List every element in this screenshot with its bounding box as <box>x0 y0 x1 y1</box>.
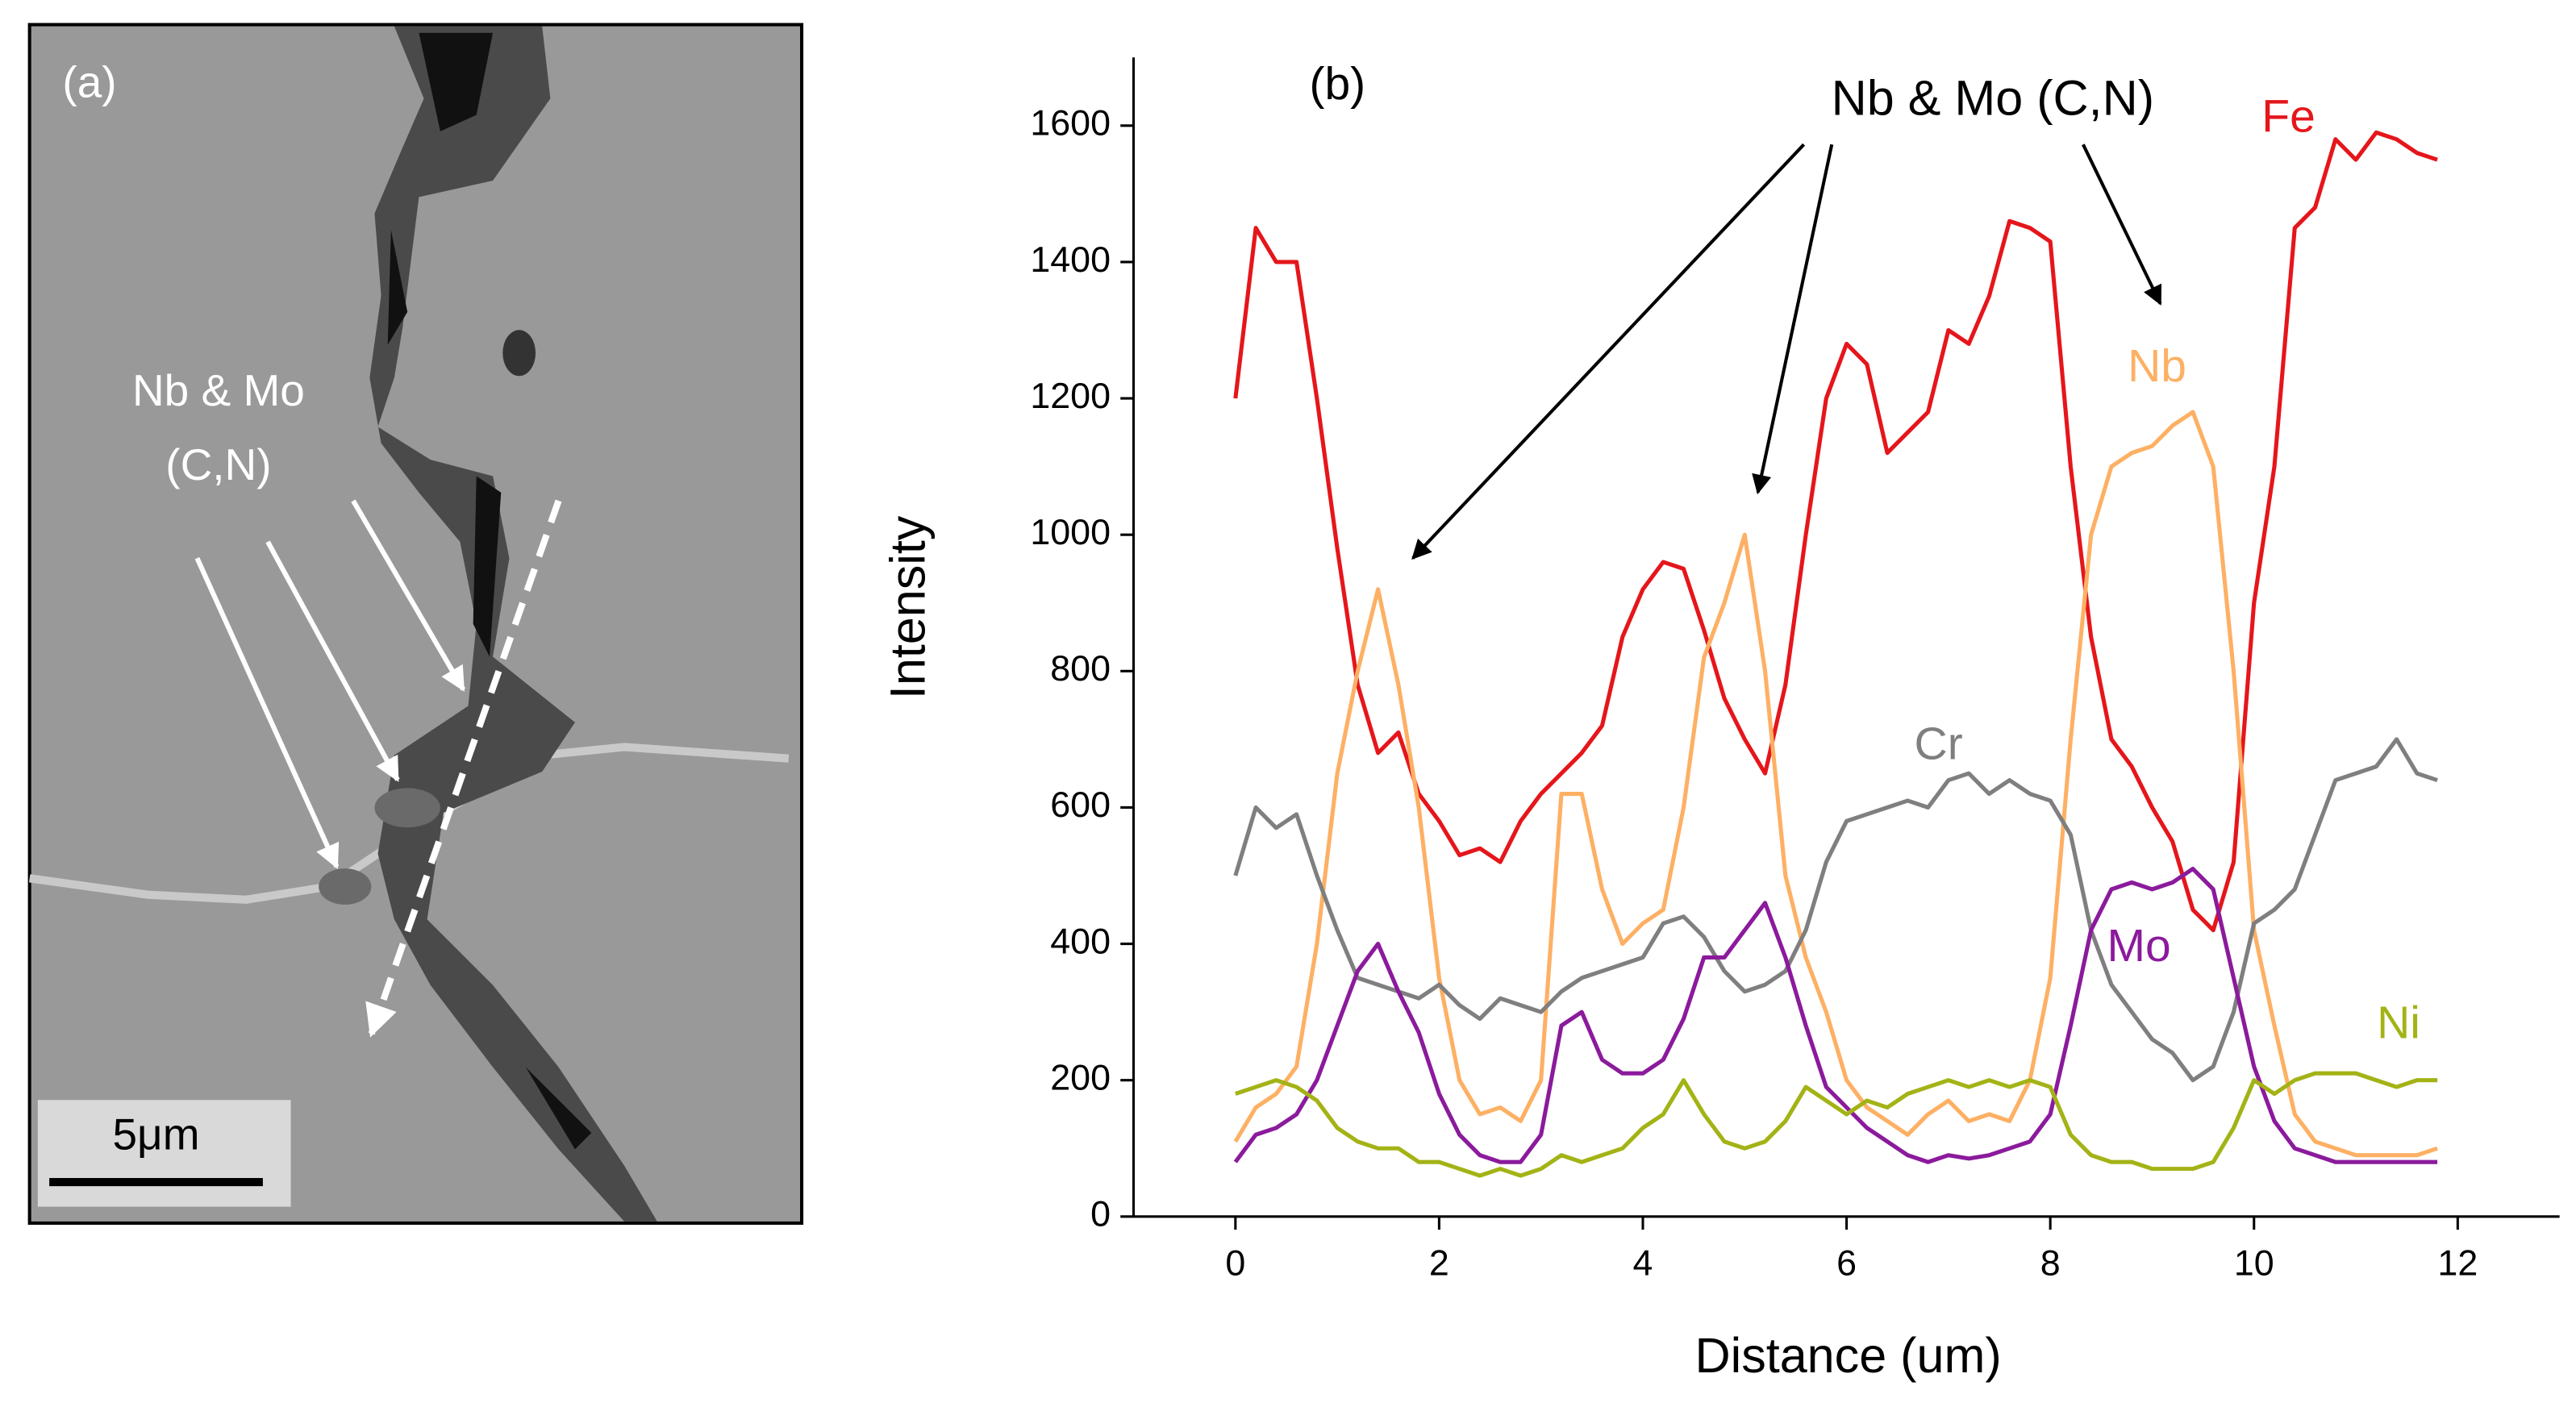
annotation-arrow <box>2082 144 2162 306</box>
annotation: (C,N) <box>165 439 271 489</box>
particle <box>374 788 440 828</box>
x-tick-label: 0 <box>1225 1243 1245 1284</box>
annotation-arrow <box>1411 143 1806 560</box>
pointer-arrow <box>265 540 400 782</box>
data-line <box>1233 130 2438 933</box>
y-tick-label: 400 <box>1050 921 1111 961</box>
x-axis-title: Distance (um) <box>1695 1328 2002 1383</box>
y-tick-label: 1000 <box>1030 512 1111 552</box>
x-tick-label: 12 <box>2437 1243 2478 1284</box>
annotation: Nb & Mo (C,N) <box>1832 70 2155 125</box>
series-label: Nb <box>2128 340 2186 392</box>
pointer-arrow <box>194 557 340 869</box>
particle <box>502 330 536 377</box>
micrograph: 5μm (a) Nb & Mo (C,N) <box>27 23 804 1225</box>
series-label: Mo <box>2107 920 2171 972</box>
y-tick-label: 1600 <box>1030 103 1111 144</box>
series-label: Cr <box>1915 718 1963 770</box>
series-label: Ni <box>2377 997 2420 1049</box>
y-tick-label: 1200 <box>1030 376 1111 416</box>
y-tick-label: 600 <box>1050 785 1111 825</box>
line-chart: (b) Nb & Mo (C,N) Distance (um) Intensit… <box>881 57 2560 1383</box>
scale-bar-label: 5μm <box>112 1109 199 1159</box>
x-tick-label: 8 <box>2040 1243 2061 1284</box>
data-line <box>1233 866 2438 1164</box>
x-tick-label: 2 <box>1429 1243 1449 1284</box>
scale-bar-box <box>37 1100 291 1207</box>
y-tick-label: 1400 <box>1030 239 1111 280</box>
y-tick-label: 200 <box>1050 1058 1111 1098</box>
crack-core <box>387 32 592 1150</box>
x-tick-label: 10 <box>2234 1243 2274 1284</box>
series-label: Fe <box>2261 91 2315 143</box>
data-line <box>1235 1071 2438 1178</box>
annotation-arrow <box>1752 144 1834 495</box>
data-line <box>1233 410 2438 1158</box>
panel-label: (b) <box>1309 58 1365 110</box>
pointer-arrow <box>351 499 466 692</box>
annotation: Nb & Mo <box>132 365 305 415</box>
y-axis-title: Intensity <box>881 515 936 699</box>
x-tick-label: 6 <box>1836 1243 1857 1284</box>
particle <box>319 868 372 905</box>
x-tick-label: 4 <box>1633 1243 1653 1284</box>
y-tick-label: 800 <box>1050 648 1111 689</box>
y-tick-label: 0 <box>1090 1194 1111 1234</box>
scan-line <box>365 499 562 1038</box>
panel-label: (a) <box>62 56 116 106</box>
image-frame <box>27 23 804 1225</box>
